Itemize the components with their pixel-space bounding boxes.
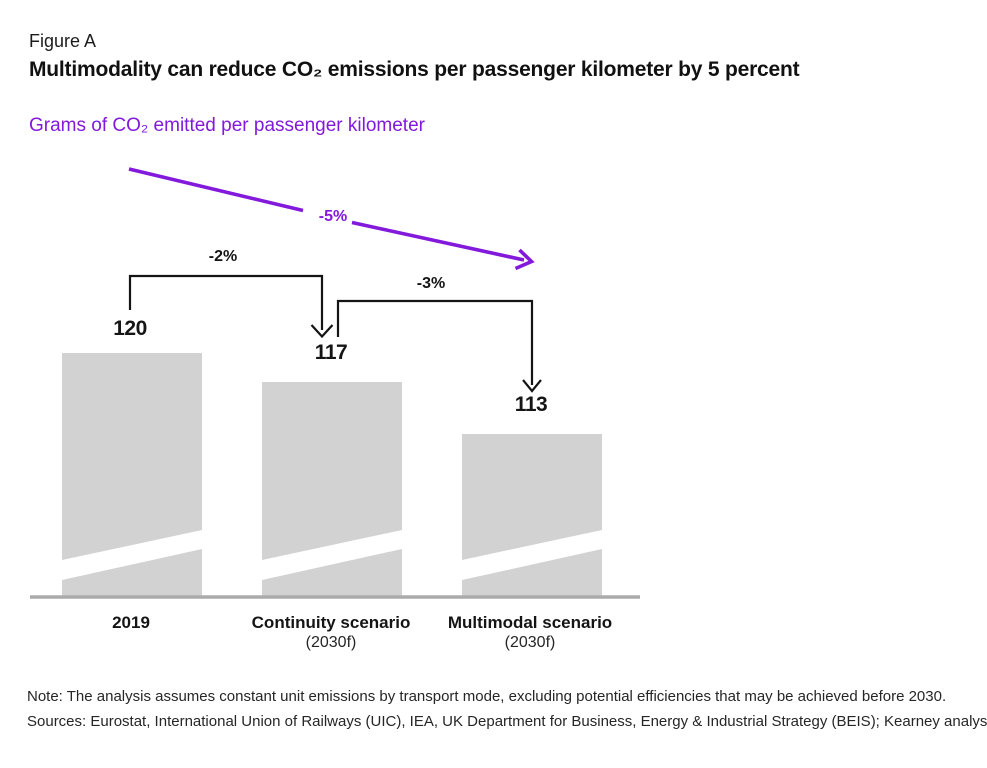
bar-2019 [62, 353, 202, 596]
x-label-line2: (2030f) [305, 634, 357, 651]
value-label-2019: 120 [113, 317, 147, 340]
bar-continuity-scenario [262, 382, 402, 596]
axis-unit-title: Grams of CO₂ emitted per passenger kilom… [29, 115, 425, 136]
x-label-line1: Multimodal scenario [447, 613, 613, 632]
figure-header: Figure A Multimodality can reduce CO₂ em… [29, 30, 800, 82]
delta-bracket-2pct [128, 274, 334, 339]
x-label-2019: 2019 [112, 613, 150, 633]
x-label-line1: Continuity scenario [251, 613, 411, 632]
sources-line: Sources: Eurostat, International Union o… [27, 713, 987, 730]
x-label-line1: 2019 [112, 613, 150, 632]
x-label-line2: (2030f) [504, 634, 556, 651]
x-label-multimodal-scenario: Multimodal scenario (2030f) [448, 613, 612, 652]
figure-footnotes: Note: The analysis assumes constant unit… [27, 684, 987, 734]
delta-bracket-3pct [336, 299, 542, 393]
bar-multimodal-scenario [462, 434, 602, 596]
x-label-continuity-scenario: Continuity scenario (2030f) [252, 613, 411, 652]
delta-label-2pct: -2% [208, 248, 238, 265]
total-delta-label: -5% [318, 208, 348, 225]
value-label-multimodal: 113 [514, 393, 548, 416]
value-label-continuity: 117 [314, 341, 348, 364]
figure-label: Figure A [29, 31, 97, 51]
figure-title: Multimodality can reduce CO₂ emissions p… [29, 58, 800, 81]
note-line: Note: The analysis assumes constant unit… [27, 688, 947, 705]
delta-label-3pct: -3% [416, 275, 446, 292]
